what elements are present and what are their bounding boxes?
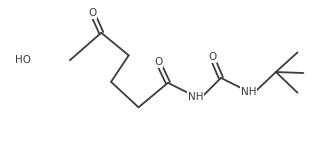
Text: O: O xyxy=(208,52,216,62)
Text: O: O xyxy=(88,8,97,18)
Text: NH: NH xyxy=(241,87,256,97)
Text: O: O xyxy=(154,57,162,67)
Text: HO: HO xyxy=(15,55,31,65)
Text: NH: NH xyxy=(188,92,203,102)
